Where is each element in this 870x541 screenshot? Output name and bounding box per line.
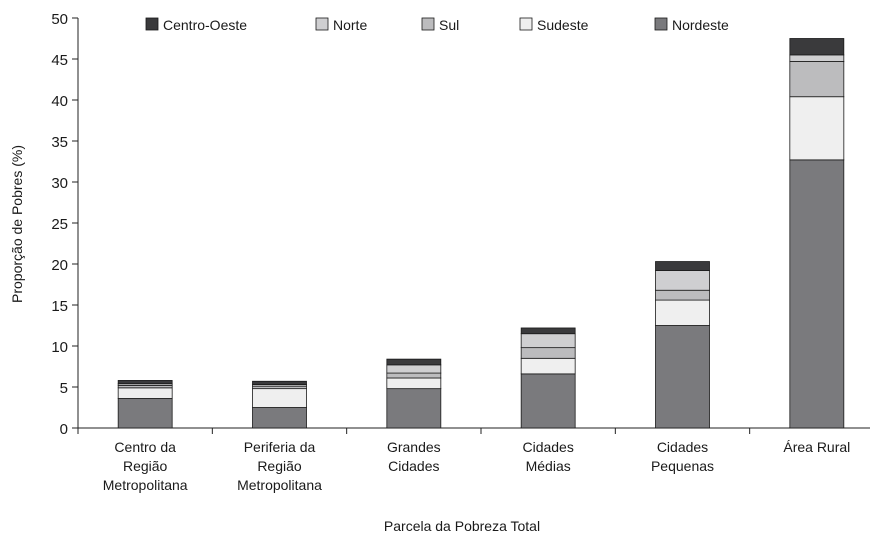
bars xyxy=(117,38,845,429)
bar-segment-sudeste xyxy=(655,299,710,326)
bar-segment-sudeste xyxy=(520,357,576,375)
y-tick-label: 45 xyxy=(51,52,68,69)
y-tick-label: 25 xyxy=(51,216,68,233)
bar-segment-norte xyxy=(520,333,576,349)
bar-segment-sul xyxy=(386,372,442,379)
bar-segment-sul xyxy=(655,289,710,301)
y-tick-label: 50 xyxy=(51,11,68,28)
bar-segment-centro-oeste xyxy=(655,261,710,271)
bar-segment-norte xyxy=(386,364,442,374)
x-tick-label: Área Rural xyxy=(783,439,850,455)
bar-segment-centro-oeste xyxy=(252,380,307,385)
bar-segment-nordeste xyxy=(386,388,442,429)
bar-segment-nordeste xyxy=(655,325,710,429)
x-axis-label: Parcela da Pobreza Total xyxy=(384,518,540,534)
y-tick-label: 10 xyxy=(51,339,68,356)
legend-swatch xyxy=(315,17,329,31)
bar-segment-centro-oeste xyxy=(117,380,173,385)
x-tick-label: Cidades Pequenas xyxy=(651,439,714,474)
y-tick-label: 40 xyxy=(51,93,68,110)
x-tick-label: Periferia da Região Metropolitana xyxy=(237,439,322,493)
bar-segment-nordeste xyxy=(520,373,576,429)
legend-label: Nordeste xyxy=(672,17,729,33)
bar-segment-nordeste xyxy=(252,407,307,429)
bar-segment-centro-oeste xyxy=(386,358,442,366)
y-tick-label: 0 xyxy=(60,421,68,438)
y-tick-label: 20 xyxy=(51,257,68,274)
bar-segment-nordeste xyxy=(789,159,845,429)
bar-segment-sudeste xyxy=(789,96,845,161)
y-tick-label: 30 xyxy=(51,175,68,192)
legend-label: Sudeste xyxy=(537,17,589,33)
bar-segment-norte xyxy=(789,54,845,62)
legend-label: Centro-Oeste xyxy=(163,17,247,33)
legend: Centro-Oeste Norte Sul Sudeste Nordeste xyxy=(145,17,729,33)
bar-segment-sudeste xyxy=(252,388,307,408)
x-tick-label: Grandes Cidades xyxy=(387,439,441,474)
bar-segment-sul xyxy=(520,347,576,359)
y-tick-label: 5 xyxy=(60,380,68,397)
y-axis: 0 5 10 15 20 25 30 35 40 45 50 xyxy=(51,11,79,438)
legend-label: Sul xyxy=(439,17,459,33)
y-tick-label: 15 xyxy=(51,298,68,315)
y-tick-label: 35 xyxy=(51,134,68,151)
legend-label: Norte xyxy=(333,17,367,33)
bar-segment-centro-oeste xyxy=(789,38,845,56)
bar-segment-centro-oeste xyxy=(520,327,576,335)
bar-segment-norte xyxy=(655,270,710,291)
legend-swatch xyxy=(519,17,533,31)
bar-segment-sudeste xyxy=(386,377,442,390)
x-axis: Centro da Região Metropolitana Periferia da… xyxy=(77,427,870,493)
legend-swatch xyxy=(421,17,435,31)
x-tick-label: Centro da Região Metropolitana xyxy=(103,439,188,493)
legend-swatch xyxy=(145,17,159,31)
legend-swatch xyxy=(654,17,668,31)
y-axis-label: Proporção de Pobres (%) xyxy=(9,145,25,303)
bar-segment-nordeste xyxy=(117,398,173,429)
bar-segment-sudeste xyxy=(117,387,173,399)
bar-segment-sul xyxy=(789,61,845,98)
x-tick-label: Cidades Médias xyxy=(522,439,573,474)
